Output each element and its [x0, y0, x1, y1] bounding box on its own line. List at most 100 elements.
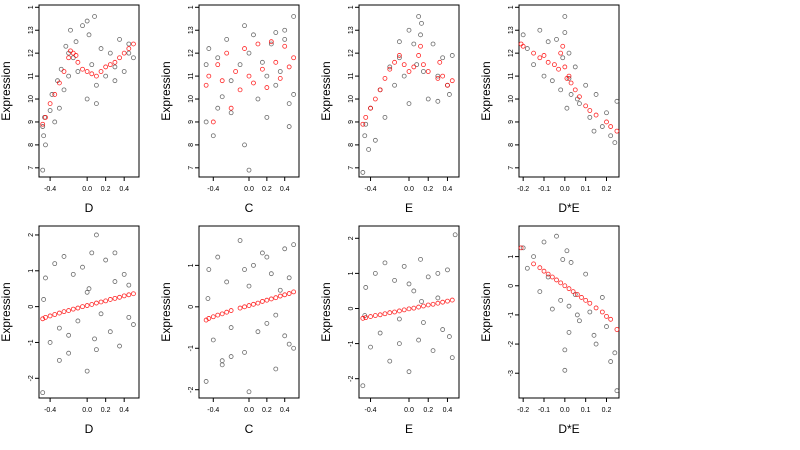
y-tick-label: 8: [348, 143, 355, 147]
observed-point: [396, 55, 402, 61]
observed-point: [566, 330, 572, 335]
fitted-point: [587, 300, 593, 306]
observed-point: [440, 55, 446, 61]
fitted-point: [206, 316, 212, 321]
observed-point: [203, 119, 209, 125]
observed-point: [577, 318, 582, 324]
observed-point: [568, 92, 574, 97]
observed-point: [286, 275, 292, 281]
observed-point: [558, 297, 564, 303]
observed-point: [425, 274, 431, 280]
fitted-point: [282, 43, 288, 49]
y-axis-title: Expression: [0, 61, 13, 120]
y-tick-label: 1: [28, 5, 35, 9]
panel-6: -0.4 0.0 0.2 0.4 -2 -1 0 1 C Expression: [159, 225, 300, 436]
fitted-point: [437, 59, 443, 65]
observed-point: [264, 320, 270, 326]
observed-point: [40, 167, 46, 173]
observed-point: [215, 55, 221, 61]
observed-point: [246, 283, 252, 289]
observed-point: [61, 254, 67, 259]
observed-point: [418, 32, 423, 38]
fitted-point: [440, 299, 446, 305]
observed-point: [49, 92, 55, 97]
fitted-point: [377, 87, 383, 93]
y-tick-label: 9: [28, 120, 35, 124]
panel-5: -0.4 0.0 0.2 0.4 -2 -1 0 1 2 D Expression: [0, 225, 140, 436]
fitted-point: [430, 301, 436, 307]
observed-point: [520, 32, 526, 38]
observed-point: [228, 325, 234, 330]
y-tick-label: -2: [348, 375, 355, 381]
observed-point: [103, 73, 109, 79]
fitted-point: [75, 59, 81, 65]
observed-point: [406, 27, 412, 33]
observed-point: [612, 140, 618, 146]
observed-point: [445, 267, 450, 273]
fitted-point: [363, 114, 369, 120]
fitted-point: [121, 50, 127, 56]
fitted-point: [89, 302, 95, 307]
observed-point: [549, 78, 555, 84]
observed-point: [554, 233, 559, 239]
observed-point: [282, 37, 288, 42]
observed-point: [107, 329, 113, 335]
y-tick-label: 0: [508, 284, 515, 288]
observed-point: [56, 357, 62, 363]
observed-point: [43, 142, 48, 148]
observed-point: [107, 50, 113, 56]
observed-point: [452, 232, 458, 238]
fitted-point: [224, 50, 230, 56]
fitted-point: [66, 308, 72, 313]
fitted-point: [43, 314, 48, 320]
fitted-point: [98, 299, 104, 305]
observed-point: [440, 327, 446, 332]
x-axis-title: E: [405, 201, 413, 215]
observed-point: [66, 73, 72, 79]
x-tick-label: 0.0: [404, 407, 414, 414]
y-tick-label: 7: [28, 166, 35, 170]
fitted-point: [43, 114, 48, 120]
observed-point: [203, 62, 209, 68]
observed-point: [419, 20, 424, 26]
x-axis-title: D*E: [558, 201, 579, 215]
y-tick-label: 12: [188, 49, 195, 57]
observed-point: [98, 46, 104, 51]
y-tick-label: 1: [28, 269, 35, 273]
y-tick-label: 8: [508, 143, 515, 147]
fitted-point: [268, 296, 274, 302]
fitted-point: [255, 300, 261, 306]
observed-point: [94, 82, 99, 88]
fitted-point: [107, 62, 113, 68]
observed-point: [396, 316, 402, 322]
x-tick-label: 0.0: [560, 407, 570, 414]
observed-point: [282, 27, 288, 33]
plot-frame: [38, 4, 140, 178]
observed-point: [242, 267, 247, 272]
observed-point: [246, 389, 252, 395]
observed-point: [251, 262, 256, 268]
fitted-point: [61, 69, 67, 74]
y-tick-label: 8: [188, 143, 195, 147]
observed-point: [84, 96, 90, 102]
x-axis-title: D: [85, 201, 94, 215]
fitted-point: [121, 293, 127, 299]
fitted-point: [608, 124, 614, 129]
observed-point: [564, 248, 570, 254]
observed-point: [273, 312, 279, 318]
fitted-point: [570, 289, 576, 294]
observed-point: [121, 271, 127, 277]
fitted-point: [608, 316, 614, 322]
observed-point: [242, 350, 247, 355]
observed-point: [360, 170, 366, 175]
y-tick-label: 13: [28, 26, 35, 34]
y-tick-label: 1: [188, 5, 195, 9]
fitted-point: [572, 87, 578, 93]
observed-point: [524, 46, 530, 51]
observed-point: [264, 73, 270, 79]
observed-point: [215, 254, 221, 260]
fitted-point: [416, 304, 422, 310]
fitted-point: [80, 66, 85, 72]
observed-point: [112, 78, 118, 84]
observed-point: [401, 73, 407, 79]
